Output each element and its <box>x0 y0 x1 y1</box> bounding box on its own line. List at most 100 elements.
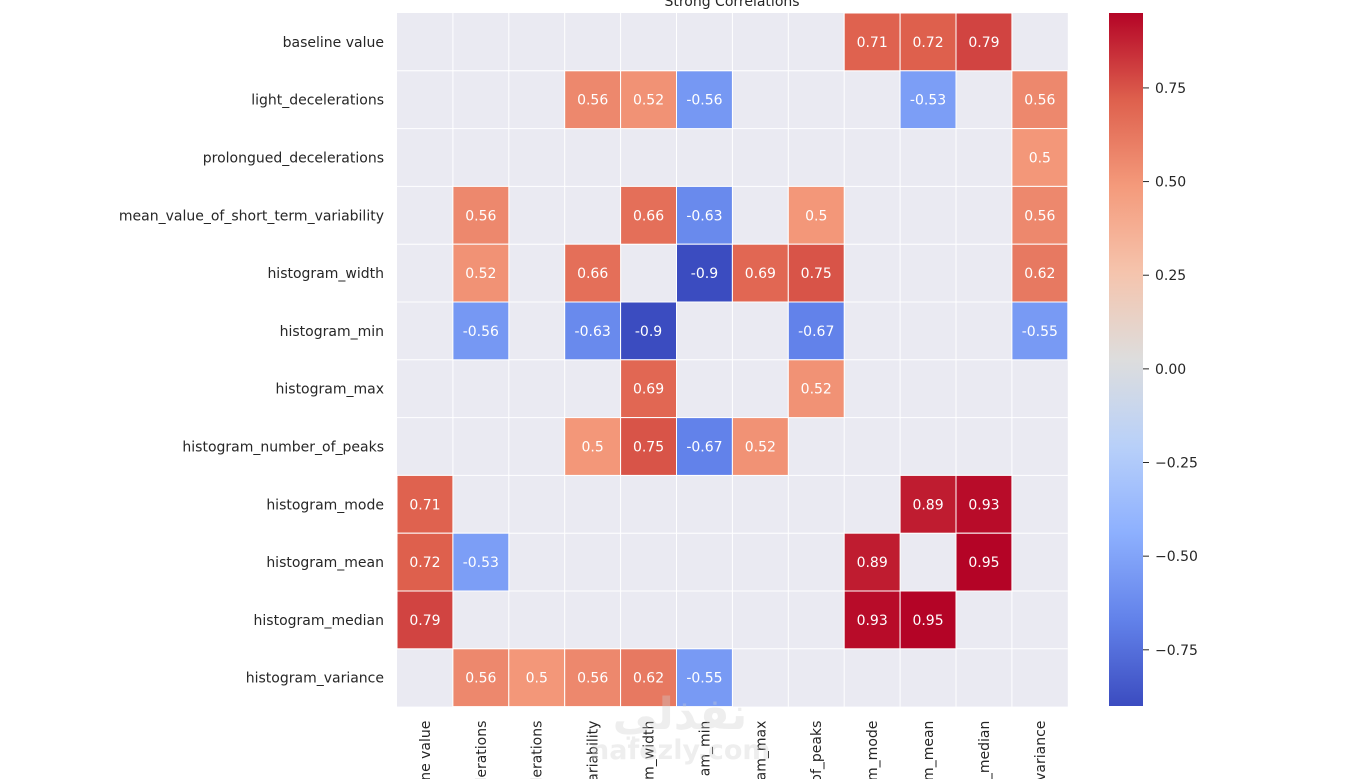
heatmap-cell-r1-c11 <box>1011 70 1069 130</box>
heatmap-cell-r10-c0 <box>396 590 454 650</box>
heatmap-cell-r11-c4 <box>620 648 677 708</box>
cell-value-label: 0.56 <box>577 93 608 109</box>
cell-value-label: 0.56 <box>465 208 496 224</box>
heatmap-cell-r11-c2 <box>508 648 566 708</box>
cell-value-label: -0.67 <box>798 324 834 340</box>
cell-value-label: 0.52 <box>801 382 832 398</box>
heatmap-cell-r5-c7 <box>787 301 845 361</box>
colorbar-tick-label: 0.00 <box>1155 362 1186 378</box>
heatmap-cell-r1-c4 <box>620 70 677 130</box>
column-labels: ne value elerations elerations ariability m_… <box>418 721 1049 779</box>
heatmap-cell-r9-c10 <box>955 532 1013 592</box>
heatmap-cell-r7-c3 <box>564 417 622 476</box>
row-label-light-decelerations: light_decelerations <box>251 93 384 109</box>
cell-value-label: -0.53 <box>910 93 946 109</box>
heatmap-cell-r5-c4 <box>620 301 677 361</box>
row-label-prolongued-decelerations: prolongued_decelerations <box>203 151 384 167</box>
heatmap-cell-r4-c6 <box>731 243 789 303</box>
cell-value-label: 0.93 <box>968 497 999 513</box>
heatmap-cell-r3-c4 <box>620 185 677 245</box>
cell-value-label: 0.69 <box>633 382 664 398</box>
colorbar-tick-label: −0.75 <box>1155 643 1198 659</box>
colorbar-tick-label: 0.25 <box>1155 268 1186 284</box>
cell-value-label: 0.95 <box>968 555 999 571</box>
column-label-ariability-3: ariability <box>586 721 602 779</box>
column-label-am-max-6: am_max <box>753 721 769 779</box>
row-label-histogram-max: histogram_max <box>276 382 384 398</box>
row-label-histogram-mean: histogram_mean <box>266 555 384 571</box>
cell-value-label: -0.55 <box>686 671 722 687</box>
heatmap-cell-r4-c5 <box>676 243 733 303</box>
cell-value-label: 0.75 <box>801 266 832 282</box>
heatmap-cell-r8-c0 <box>396 474 454 534</box>
heatmap-cell-r0-c9 <box>899 12 957 72</box>
cell-value-label: 0.52 <box>745 440 776 456</box>
cell-value-label: 0.5 <box>1029 151 1051 167</box>
cell-value-label: 0.62 <box>1024 266 1055 282</box>
row-label-histogram-number-of-peaks: histogram_number_of_peaks <box>182 440 384 456</box>
heatmap-cell-r11-c5 <box>676 648 733 708</box>
cell-value-label: 0.95 <box>912 613 943 629</box>
cell-value-label: 0.56 <box>1024 208 1055 224</box>
cell-value-label: 0.56 <box>1024 93 1055 109</box>
heatmap-cell-r5-c3 <box>564 301 622 361</box>
row-label-baseline-value: baseline value <box>283 35 384 51</box>
heatmap-cell-r0-c8 <box>843 12 901 72</box>
column-label-median-10: _median <box>977 721 993 779</box>
heatmap-cell-r7-c6 <box>731 417 789 476</box>
cell-value-label: 0.66 <box>633 208 664 224</box>
column-label-elerations-1: elerations <box>474 721 490 779</box>
heatmap-cell-r1-c5 <box>676 70 733 130</box>
heatmap-cell-r9-c1 <box>452 532 510 592</box>
row-label-histogram-variance: histogram_variance <box>246 671 384 687</box>
heatmap-cell-r3-c1 <box>452 185 510 245</box>
heatmap-cell-r2-c11 <box>1011 128 1069 187</box>
colorbar-gradient <box>1109 13 1143 706</box>
cell-value-label: 0.56 <box>465 671 496 687</box>
column-label-ne-value-0: ne value <box>418 721 434 779</box>
cell-value-label: 0.75 <box>633 440 664 456</box>
heatmap-cell-r1-c3 <box>564 70 622 130</box>
cell-value-label: 0.5 <box>526 671 548 687</box>
row-label-histogram-median: histogram_median <box>254 613 384 629</box>
cell-value-label: -0.53 <box>463 555 499 571</box>
colorbar-tick-label: 0.50 <box>1155 175 1186 191</box>
row-label-histogram-width: histogram_width <box>267 266 384 282</box>
cell-value-label: -0.67 <box>686 440 722 456</box>
row-label-mean-value-of-short-term-variability: mean_value_of_short_term_variability <box>119 208 384 224</box>
heatmap-cell-r7-c4 <box>620 417 677 476</box>
cell-value-label: 0.52 <box>633 93 664 109</box>
cell-value-label: 0.5 <box>582 440 604 456</box>
cell-value-label: -0.56 <box>463 324 499 340</box>
cell-value-label: 0.5 <box>805 208 827 224</box>
cell-value-label: -0.63 <box>686 208 722 224</box>
row-labels: baseline value light_decelerationsprolong… <box>119 35 384 687</box>
heatmap-cell-r11-c1 <box>452 648 510 708</box>
colorbar-tick-label: 0.75 <box>1155 81 1186 97</box>
cell-value-label: 0.79 <box>968 35 999 51</box>
cell-value-label: -0.63 <box>575 324 611 340</box>
cell-value-label: 0.71 <box>409 497 440 513</box>
cell-value-label: 0.71 <box>857 35 888 51</box>
cell-value-label: -0.56 <box>686 93 722 109</box>
chart-title: Strong Correlations <box>664 0 799 10</box>
cell-value-label: -0.55 <box>1022 324 1058 340</box>
column-label-m-mean-9: m_mean <box>921 721 937 779</box>
heatmap-cell-r5-c1 <box>452 301 510 361</box>
column-label-variance-11: variance <box>1033 721 1049 779</box>
cell-value-label: 0.56 <box>577 671 608 687</box>
cell-value-label: 0.79 <box>409 613 440 629</box>
column-label-m-mode-8: m_mode <box>865 721 881 779</box>
heatmap-cell-r3-c7 <box>787 185 845 245</box>
cell-value-label: -0.9 <box>691 266 718 282</box>
heatmap-cell-r11-c3 <box>564 648 622 708</box>
column-label-elerations-2: elerations <box>530 721 546 779</box>
colorbar-tick-label: −0.25 <box>1155 456 1198 472</box>
colorbar-tick-label: −0.50 <box>1155 549 1198 565</box>
cell-value-label: 0.93 <box>857 613 888 629</box>
cell-value-label: 0.52 <box>465 266 496 282</box>
colorbar: 0.75 0.50 0.25 0.00 −0.25 −0.50 −0.75 <box>1109 13 1198 706</box>
heatmap-cell-r9-c8 <box>843 532 901 592</box>
heatmap-cell-r1-c9 <box>899 70 957 130</box>
